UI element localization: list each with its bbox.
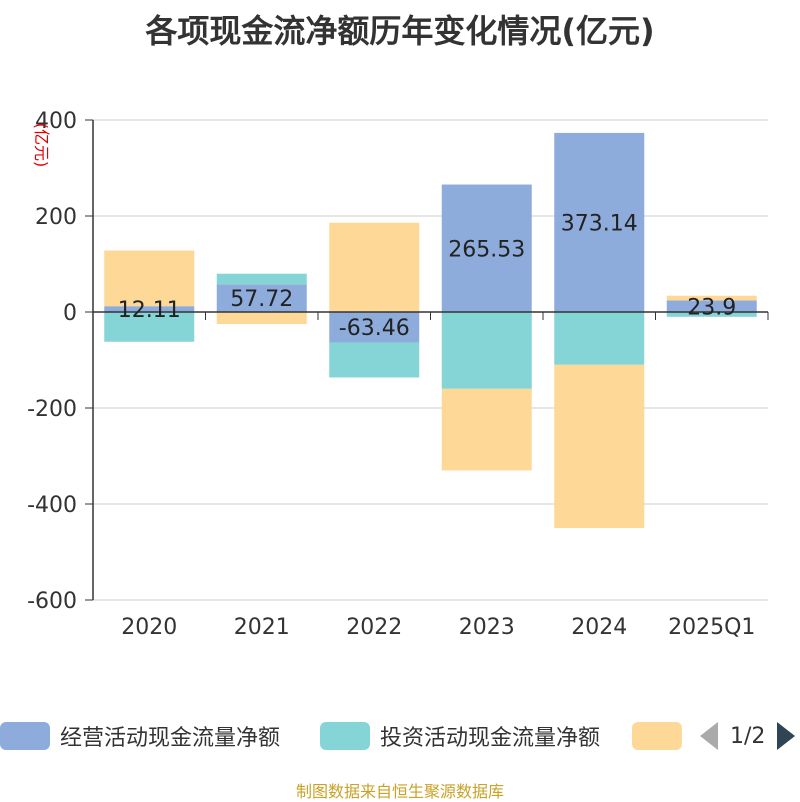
legend-label-operating: 经营活动现金流量净额 bbox=[60, 726, 281, 751]
bar-2025Q1-series-2 bbox=[666, 295, 757, 301]
data-label: 12.11 bbox=[118, 298, 181, 323]
legend-pager: 1/2 bbox=[700, 716, 800, 756]
bar-2023-series-2 bbox=[441, 388, 532, 471]
legend: 经营活动现金流量净额 投资活动现金流量净额 bbox=[0, 716, 800, 756]
bar-2025Q1-series-0 bbox=[666, 300, 757, 312]
grid-lines bbox=[93, 119, 768, 601]
bar-2022-series-2 bbox=[329, 222, 420, 312]
data-label: 57.72 bbox=[230, 287, 293, 312]
data-label: 23.9 bbox=[687, 295, 736, 320]
data-label: 265.53 bbox=[448, 237, 525, 262]
bar-2021-series-2 bbox=[216, 312, 307, 324]
x-tick-label: 2025Q1 bbox=[668, 615, 755, 640]
bar-2022-series-0 bbox=[329, 312, 420, 343]
x-tick-label: 2024 bbox=[571, 615, 627, 640]
bar-2024-series-0 bbox=[554, 132, 645, 312]
y-tick-label: -200 bbox=[27, 397, 77, 422]
bars bbox=[104, 132, 757, 528]
bar-2020-series-2 bbox=[104, 250, 195, 307]
legend-next-icon[interactable] bbox=[777, 722, 796, 750]
y-tick-label: 200 bbox=[35, 205, 77, 230]
y-axis-unit-label: (亿元) bbox=[32, 123, 51, 168]
legend-swatch-investing bbox=[320, 722, 370, 750]
data-labels: 12.11 57.72 -63.46 265.53 373.14 23.9 bbox=[118, 211, 736, 341]
legend-prev-icon[interactable] bbox=[700, 722, 718, 750]
bar-2020-series-1 bbox=[104, 312, 195, 342]
data-label: -63.46 bbox=[339, 316, 410, 341]
bar-2023-series-1 bbox=[441, 312, 532, 389]
legend-swatch-financing bbox=[632, 722, 682, 750]
legend-item-financing[interactable] bbox=[632, 716, 682, 756]
bar-2024-series-1 bbox=[554, 312, 645, 365]
y-tick-label: -600 bbox=[27, 589, 77, 614]
legend-item-investing[interactable]: 投资活动现金流量净额 bbox=[320, 716, 600, 756]
legend-label-investing: 投资活动现金流量净额 bbox=[380, 726, 601, 751]
bar-2025Q1-series-1 bbox=[666, 312, 757, 317]
x-tick-label: 2020 bbox=[121, 615, 177, 640]
bar-2022-series-1 bbox=[329, 342, 420, 378]
source-note: 制图数据来自恒生聚源数据库 bbox=[295, 782, 504, 801]
axes: 400 200 0 -200 -400 -600 2020 2021 2022 2023 2024 2… bbox=[27, 109, 769, 640]
data-label: 373.14 bbox=[561, 211, 638, 236]
bar-2023-series-0 bbox=[441, 184, 532, 312]
legend-swatch-operating bbox=[0, 722, 50, 750]
x-tick-label: 2023 bbox=[459, 615, 515, 640]
x-tick-label: 2021 bbox=[234, 615, 290, 640]
legend-item-operating[interactable]: 经营活动现金流量净额 bbox=[0, 716, 280, 756]
chart-title: 各项现金流净额历年变化情况(亿元) bbox=[145, 12, 655, 50]
y-tick-label: 400 bbox=[35, 109, 77, 134]
bar-2021-series-1 bbox=[216, 273, 307, 285]
legend-page-indicator: 1/2 bbox=[730, 723, 766, 749]
bar-2020-series-0 bbox=[104, 306, 195, 312]
x-tick-label: 2022 bbox=[346, 615, 402, 640]
y-tick-label: 0 bbox=[63, 301, 77, 326]
y-tick-label: -400 bbox=[27, 493, 77, 518]
bar-2024-series-2 bbox=[554, 364, 645, 528]
bar-2021-series-0 bbox=[216, 284, 307, 312]
